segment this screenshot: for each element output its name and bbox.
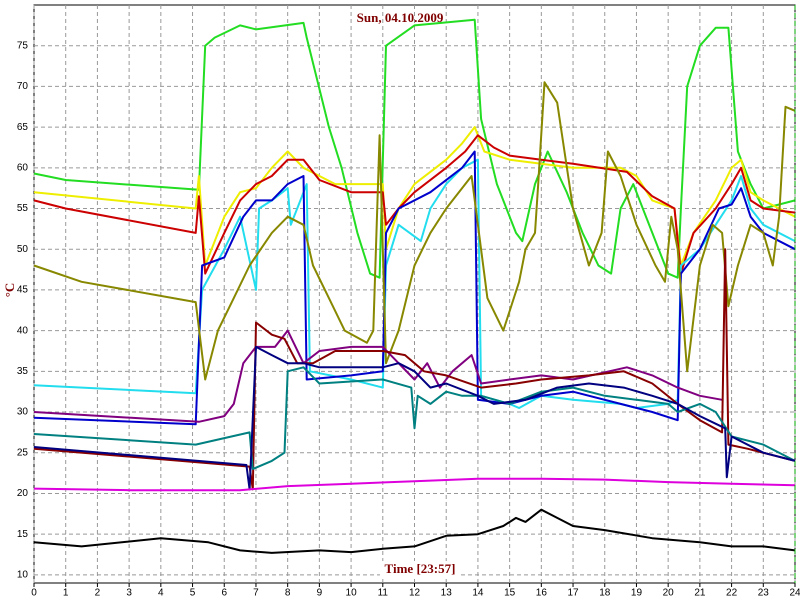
x-tick-label: 3 [126, 588, 132, 599]
series-line [33, 158, 796, 409]
x-tick-label: 12 [409, 588, 421, 599]
x-tick-label: 1 [63, 588, 69, 599]
xlabel-bg [380, 561, 460, 576]
lines [33, 18, 796, 554]
x-tick-label: 6 [221, 588, 227, 599]
series-line [33, 150, 796, 426]
x-tick-label: 24 [789, 588, 800, 599]
x-tick-label: 8 [285, 588, 291, 599]
chart-title: Sun, 04.10.2009 [357, 10, 444, 25]
x-tick-label: 19 [631, 588, 643, 599]
y-tick-label: 70 [17, 81, 29, 92]
y-tick-label: 65 [17, 122, 29, 133]
x-tick-label: 22 [726, 588, 738, 599]
x-tick-label: 14 [472, 588, 484, 599]
series-line [33, 329, 723, 423]
y-tick-label: 45 [17, 285, 29, 296]
y-tick-label: 15 [17, 529, 29, 540]
y-tick-label: 35 [17, 366, 29, 377]
y-tick-label: 55 [17, 203, 29, 214]
x-tick-label: 7 [253, 588, 259, 599]
x-tick-label: 0 [31, 588, 37, 599]
x-tick-label: 23 [758, 588, 770, 599]
x-tick-label: 5 [190, 588, 196, 599]
y-tick-label: 75 [17, 40, 29, 51]
y-tick-label: 60 [17, 162, 29, 173]
series-line [33, 81, 796, 381]
series-line [33, 345, 796, 491]
y-tick-label: 25 [17, 447, 29, 458]
series-line [33, 508, 796, 554]
y-axis-label: °C [2, 283, 17, 298]
x-tick-label: 17 [567, 588, 579, 599]
x-tick-label: 10 [346, 588, 358, 599]
series-line [33, 248, 796, 491]
x-tick-label: 16 [536, 588, 548, 599]
x-tick-label: 13 [441, 588, 453, 599]
series-line [33, 366, 796, 470]
y-tick-label: 20 [17, 488, 29, 499]
y-tick-label: 50 [17, 244, 29, 255]
x-tick-label: 20 [663, 588, 675, 599]
x-tick-label: 18 [599, 588, 611, 599]
x-tick-label: 4 [158, 588, 164, 599]
y-tick-label: 10 [17, 569, 29, 580]
x-tick-label: 21 [694, 588, 706, 599]
x-tick-label: 11 [378, 588, 389, 599]
y-tick-label: 40 [17, 325, 29, 336]
y-tick-label: 30 [17, 407, 29, 418]
series-line [33, 18, 796, 279]
x-tick-label: 9 [317, 588, 323, 599]
series-line [33, 134, 796, 275]
x-tick-label: 15 [504, 588, 516, 599]
x-axis-label: Time [23:57] [385, 561, 456, 576]
x-tick-label: 2 [95, 588, 101, 599]
series-line [33, 477, 796, 492]
